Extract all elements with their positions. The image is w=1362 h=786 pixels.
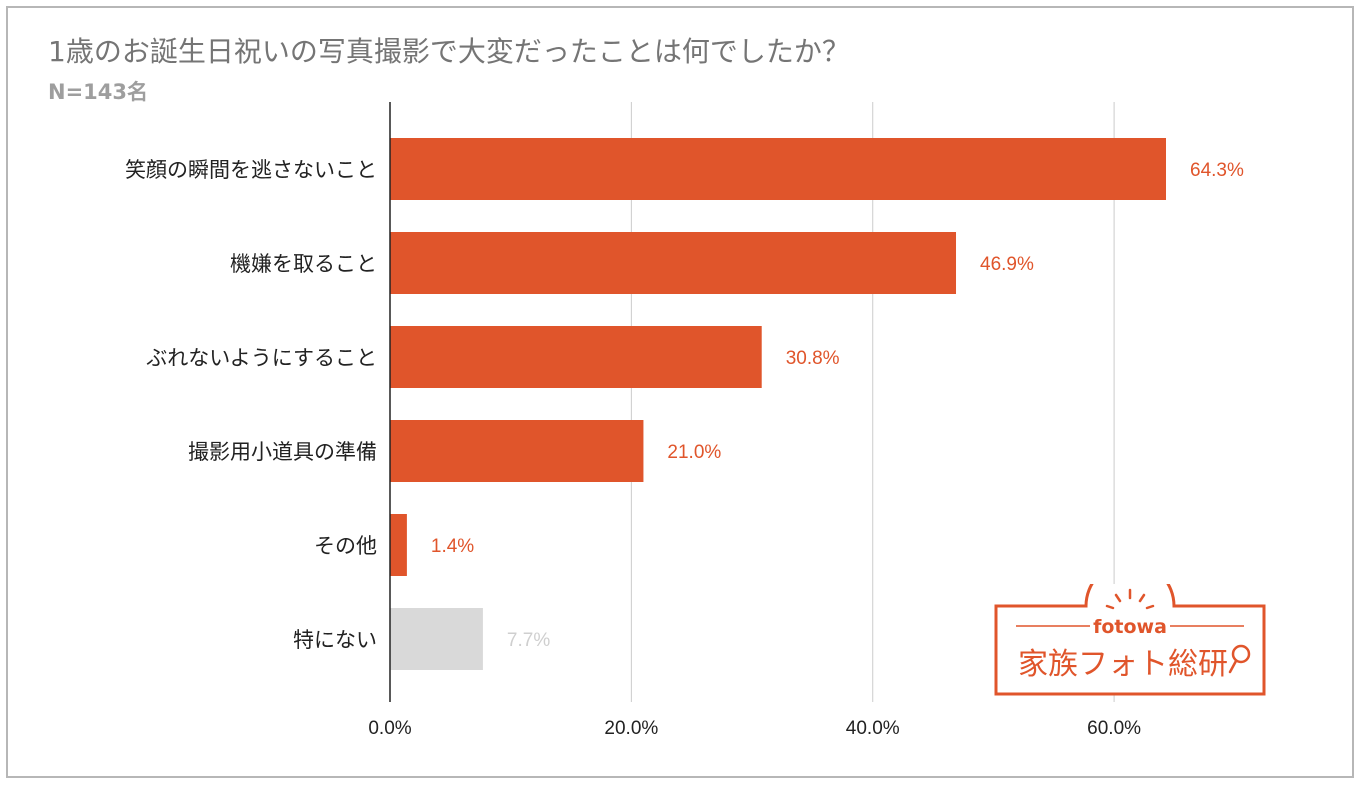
data-label: 1.4% — [431, 536, 474, 557]
chart-title: 1歳のお誕生日祝いの写真撮影で大変だったことは何でしたか？ — [48, 35, 850, 68]
chart-subtitle: N=143名 — [48, 80, 149, 104]
data-label: 30.8% — [786, 348, 840, 369]
category-label: ぶれないようにすること — [146, 346, 377, 370]
bar — [390, 420, 644, 482]
x-tick-label: 20.0% — [604, 718, 658, 739]
bar — [390, 326, 762, 388]
sun-rays-icon — [1105, 588, 1155, 610]
logo-name: 家族フォト総研 — [1018, 647, 1228, 682]
fotowa-logo: fotowa 家族フォト総研 — [994, 584, 1266, 696]
bar — [390, 514, 407, 576]
category-label: 機嫌を取ること — [230, 252, 377, 276]
bar — [390, 232, 957, 294]
x-tick-label: 0.0% — [368, 718, 411, 739]
data-label: 64.3% — [1190, 160, 1244, 181]
magnifier-handle — [1228, 659, 1238, 674]
category-label: その他 — [314, 534, 377, 558]
x-tick-label: 40.0% — [846, 718, 900, 739]
bar — [390, 138, 1166, 200]
category-label: 笑顔の瞬間を逃さないこと — [125, 158, 377, 182]
category-label: 撮影用小道具の準備 — [188, 440, 377, 464]
logo-brand: fotowa — [1093, 616, 1167, 638]
data-label: 7.7% — [507, 630, 550, 651]
data-label: 21.0% — [667, 442, 721, 463]
magnifier-icon — [1231, 644, 1251, 664]
data-label: 46.9% — [980, 254, 1034, 275]
logo-border — [994, 584, 1266, 696]
bar — [390, 608, 483, 670]
x-tick-label: 60.0% — [1087, 718, 1141, 739]
category-label: 特にない — [293, 628, 377, 652]
